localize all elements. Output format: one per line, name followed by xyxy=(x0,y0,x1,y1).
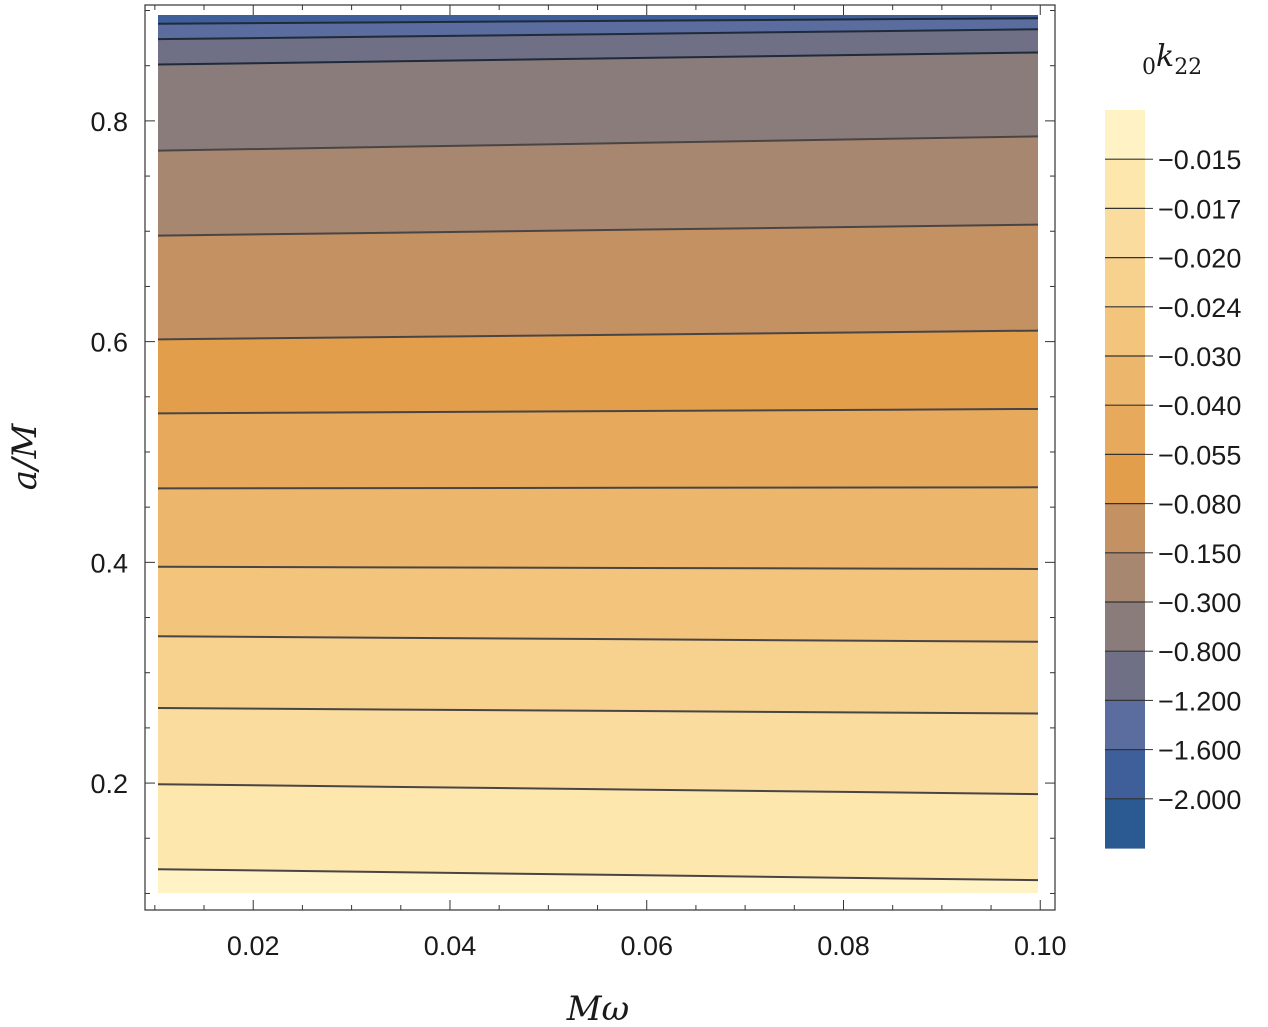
legend-label: −0.017 xyxy=(1158,194,1241,224)
legend-swatch xyxy=(1105,552,1145,603)
legend-title: 0k22 xyxy=(1142,39,1202,80)
legend-label: −0.080 xyxy=(1158,490,1241,520)
contour-line xyxy=(158,868,1038,882)
legend-label: −1.600 xyxy=(1158,736,1241,766)
y-tick-label: 0.6 xyxy=(90,328,128,358)
x-tick-label: 0.06 xyxy=(620,931,673,961)
contour-band xyxy=(158,330,1038,414)
legend-label: −0.300 xyxy=(1158,588,1241,618)
contour-band xyxy=(158,566,1038,643)
legend-title-prefix: 0 xyxy=(1142,55,1156,80)
x-axis-label: Mω xyxy=(566,989,630,1027)
contour-lines xyxy=(158,17,1038,882)
legend-swatch xyxy=(1105,700,1145,751)
legend-swatch xyxy=(1105,602,1145,652)
y-tick-labels: 0.2 0.4 0.6 0.8 xyxy=(90,107,128,799)
contour-band xyxy=(158,486,1038,570)
legend-swatch xyxy=(1105,208,1145,259)
contour-band xyxy=(158,707,1038,795)
legend-label: −0.020 xyxy=(1158,244,1241,274)
contour-line xyxy=(158,329,1038,341)
contour-band xyxy=(158,635,1038,714)
contour-band xyxy=(158,52,1038,152)
legend: −0.015 −0.017 −0.020 −0.024 −0.030 −0.040 −0.0… xyxy=(1105,110,1241,849)
contour-band xyxy=(158,868,1038,893)
x-tick-labels: 0.02 0.04 0.06 0.08 0.10 xyxy=(227,931,1067,961)
legend-swatch xyxy=(1105,159,1145,209)
y-tick-label: 0.8 xyxy=(90,107,128,137)
legend-swatch xyxy=(1105,356,1145,406)
legend-swatch xyxy=(1105,503,1145,554)
contour-line xyxy=(158,486,1038,490)
legend-swatch xyxy=(1105,110,1145,160)
x-tick-label: 0.08 xyxy=(817,931,870,961)
plot-frame xyxy=(144,4,1056,911)
legend-label: −0.024 xyxy=(1158,293,1241,323)
legend-label: −0.150 xyxy=(1158,539,1241,569)
legend-swatch xyxy=(1105,405,1145,455)
contour-band xyxy=(158,224,1038,340)
contour-line xyxy=(158,565,1038,570)
axis-ticks xyxy=(145,5,1055,910)
y-axis-label: a/M xyxy=(5,423,45,491)
legend-title-index: 22 xyxy=(1174,55,1202,80)
legend-label: −2.000 xyxy=(1158,785,1241,815)
legend-label: −0.055 xyxy=(1158,440,1241,470)
contour-line xyxy=(158,223,1038,237)
contour-line xyxy=(158,28,1038,41)
legend-label: −1.200 xyxy=(1158,686,1241,716)
legend-label: −0.030 xyxy=(1158,342,1241,372)
x-tick-label: 0.02 xyxy=(227,931,280,961)
contour-band xyxy=(158,783,1038,881)
legend-label: −0.015 xyxy=(1158,145,1241,175)
legend-swatch xyxy=(1105,651,1145,701)
contour-band xyxy=(158,408,1038,489)
contour-line xyxy=(158,17,1038,25)
legend-swatch xyxy=(1105,798,1145,849)
contour-line xyxy=(158,783,1038,796)
legend-title-symbol: k xyxy=(1156,39,1174,74)
contour-line xyxy=(158,51,1038,66)
legend-swatch xyxy=(1105,257,1145,308)
legend-label: −0.040 xyxy=(1158,391,1241,421)
y-tick-label: 0.2 xyxy=(90,769,128,799)
legend-swatch xyxy=(1105,749,1145,800)
y-tick-label: 0.4 xyxy=(90,548,128,578)
x-tick-label: 0.04 xyxy=(424,931,477,961)
contour-line xyxy=(158,135,1038,152)
contour-band xyxy=(158,135,1038,237)
contour-line xyxy=(158,635,1038,643)
legend-swatch xyxy=(1105,454,1145,505)
x-tick-label: 0.10 xyxy=(1014,931,1067,961)
legend-label: −0.800 xyxy=(1158,637,1241,667)
contour-line xyxy=(158,407,1038,415)
contour-line xyxy=(158,707,1038,715)
legend-swatch xyxy=(1105,306,1145,357)
